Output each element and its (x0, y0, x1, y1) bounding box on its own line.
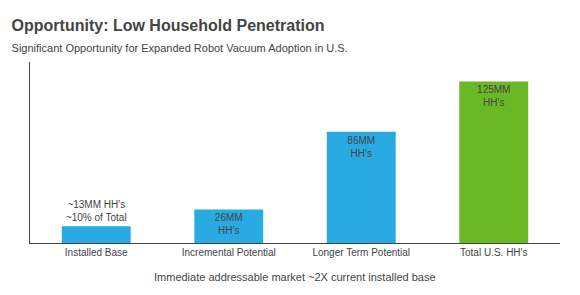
svg-text:Longer Term Potential: Longer Term Potential (312, 247, 410, 258)
svg-text:Incremental Potential: Incremental Potential (182, 247, 276, 258)
svg-text:125MMHH's: 125MMHH's (477, 84, 510, 108)
svg-text:Installed Base: Installed Base (65, 247, 128, 258)
svg-text:Opportunity: Low Household Pen: Opportunity: Low Household Penetration (12, 17, 325, 34)
svg-text:Total U.S. HH's: Total U.S. HH's (460, 247, 527, 258)
svg-text:Significant Opportunity for Ex: Significant Opportunity for Expanded Rob… (12, 42, 348, 54)
svg-text:~13MM HH's~10% of Total: ~13MM HH's~10% of Total (66, 199, 127, 223)
svg-text:Immediate addressable market ~: Immediate addressable market ~2X current… (154, 271, 436, 283)
svg-text:86MMHH's: 86MMHH's (347, 135, 375, 159)
svg-text:26MMHH's: 26MMHH's (215, 212, 243, 236)
